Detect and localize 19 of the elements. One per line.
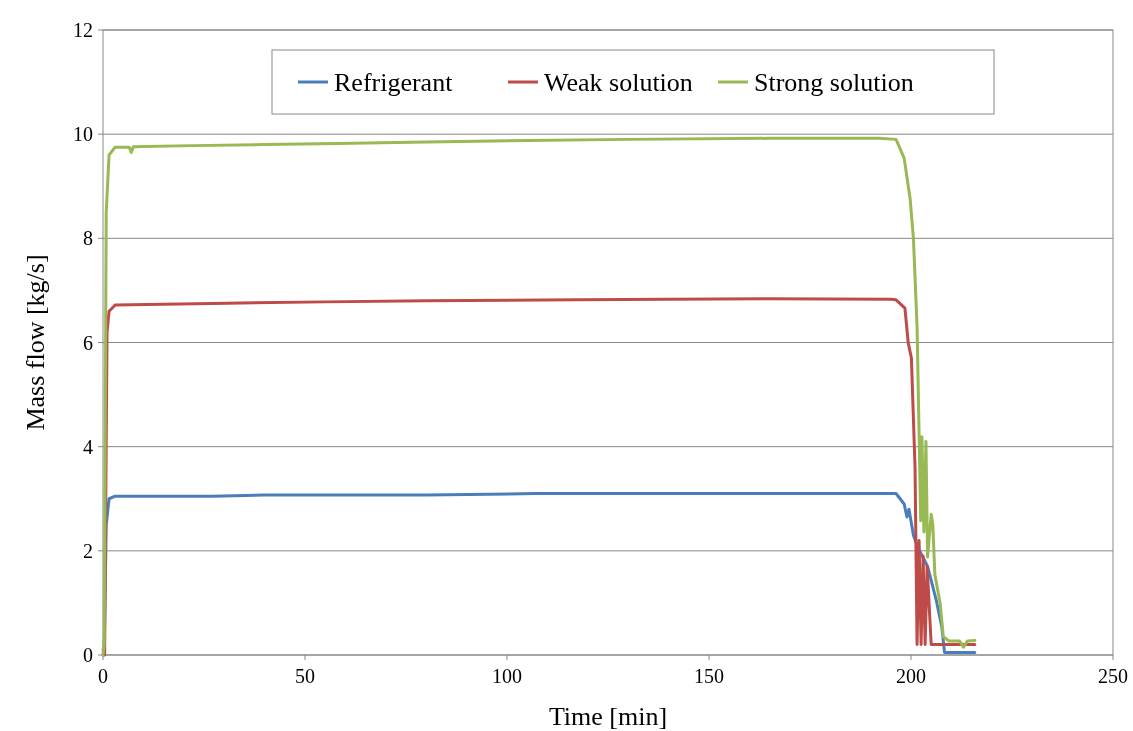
- y-tick-label: 8: [83, 227, 93, 250]
- legend-label: Refrigerant: [334, 68, 454, 98]
- x-tick-label: 100: [492, 665, 522, 687]
- line-series: [101, 136, 977, 657]
- legend-label: Strong solution: [754, 68, 914, 98]
- legend-label: Weak solution: [544, 68, 693, 98]
- x-tick-label: 0: [98, 665, 108, 687]
- x-tick-label: 250: [1098, 665, 1128, 687]
- x-tick-label: 50: [295, 665, 315, 687]
- x-tick-label: 200: [896, 665, 926, 687]
- y-tick-label: 10: [73, 123, 93, 146]
- y-tick-label: 2: [83, 539, 93, 562]
- y-axis-title: Mass flow [kg/s]: [21, 254, 50, 431]
- y-tick-label: 6: [83, 331, 93, 354]
- y-tick-label: 12: [73, 19, 93, 41]
- y-tick-label: 4: [83, 435, 93, 458]
- x-tick-label: 150: [694, 665, 724, 687]
- y-tick-label: 0: [83, 644, 93, 666]
- x-axis-title: Time [min]: [548, 702, 668, 731]
